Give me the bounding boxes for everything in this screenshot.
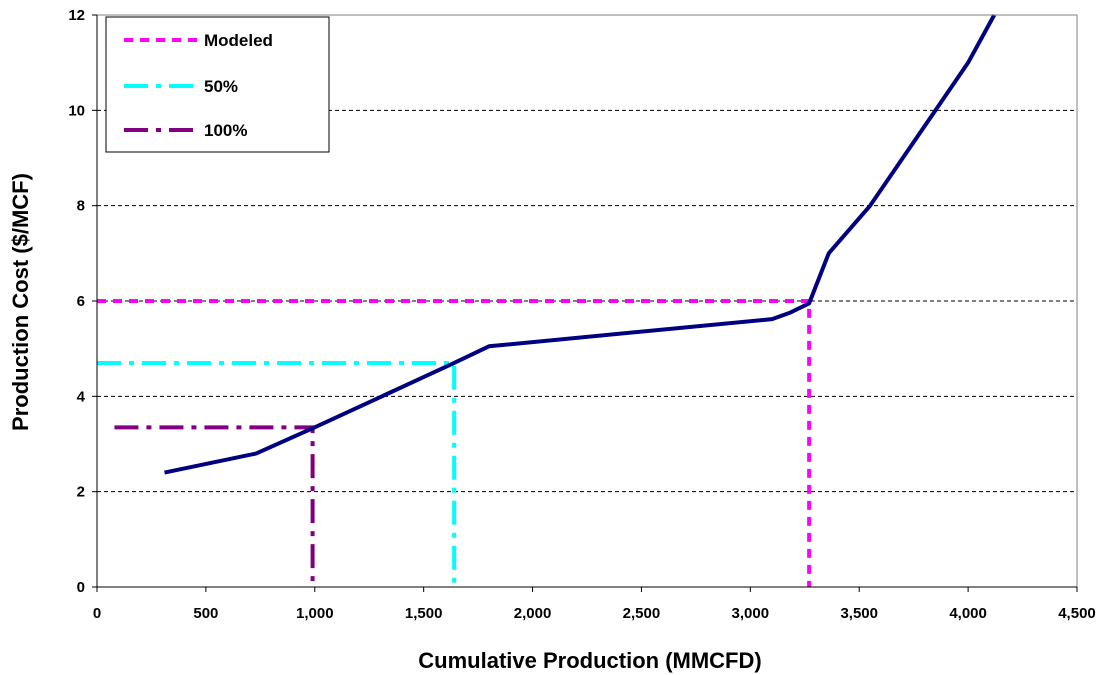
x-tick-label: 2,500 — [623, 605, 661, 622]
legend-label-50pct: 50% — [204, 77, 238, 96]
y-axis-title: Production Cost ($/MCF) — [8, 173, 33, 431]
reference-line-100pct — [114, 427, 312, 587]
legend-label-modeled: Modeled — [204, 31, 273, 50]
legend: Modeled 50% 100% — [106, 17, 329, 152]
x-tick-label: 4,500 — [1058, 605, 1096, 622]
x-tick-label: 0 — [93, 605, 101, 622]
x-tick-label: 1,000 — [296, 605, 334, 622]
y-tick-label: 8 — [77, 198, 85, 215]
x-tick-label: 500 — [193, 605, 218, 622]
y-tick-label: 0 — [77, 579, 85, 596]
x-tick-label: 4,000 — [949, 605, 987, 622]
y-tick-label: 6 — [77, 293, 85, 310]
legend-label-100pct: 100% — [204, 121, 247, 140]
y-tick-label: 4 — [77, 388, 86, 405]
x-tick-label: 3,000 — [732, 605, 770, 622]
x-tick-label: 3,500 — [840, 605, 878, 622]
x-axis-title: Cumulative Production (MMCFD) — [418, 648, 761, 673]
x-tick-label: 1,500 — [405, 605, 443, 622]
x-tick-label: 2,000 — [514, 605, 552, 622]
y-tick-label: 2 — [77, 484, 85, 501]
y-tick-label: 10 — [68, 102, 85, 119]
y-tick-label: 12 — [68, 7, 85, 24]
